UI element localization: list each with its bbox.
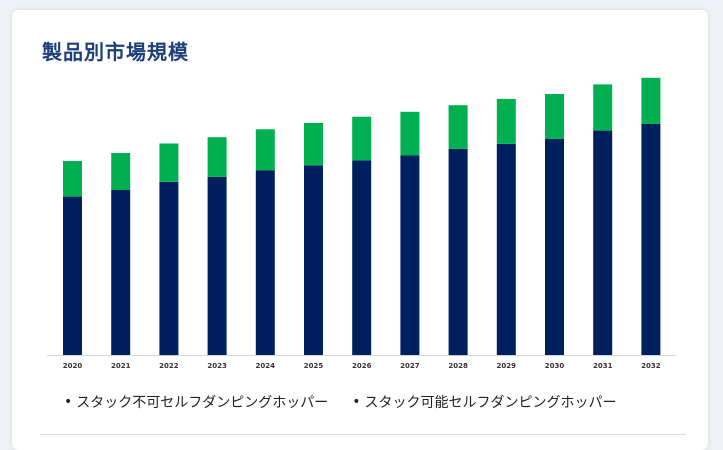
x-tick-label-2028: 2028	[448, 362, 468, 370]
x-tick-label-2030: 2030	[545, 362, 565, 370]
bar-non-stackable-2021	[111, 190, 131, 355]
x-tick-label-2027: 2027	[400, 362, 420, 370]
bar-non-stackable-2022	[159, 181, 179, 356]
x-tick-label-2026: 2026	[352, 362, 372, 370]
bar-non-stackable-2030	[545, 138, 564, 355]
legend-bullet: •	[64, 394, 73, 410]
bar-non-stackable-2029	[496, 143, 516, 355]
bar-stackable-2026	[352, 116, 372, 161]
bar-non-stackable-2020	[63, 196, 82, 355]
x-tick-label-2024: 2024	[256, 362, 276, 370]
bar-stackable-2028	[448, 105, 468, 149]
legend-label-stackable: スタック可能セルフダンピングホッパー	[364, 395, 617, 411]
bar-stackable-2024	[255, 129, 275, 171]
legend-label-non-stackable: スタック不可セルフダンピングホッパー	[76, 395, 329, 411]
divider	[40, 434, 686, 435]
x-tick-label-2023: 2023	[207, 362, 227, 370]
legend-bullet: •	[352, 394, 361, 410]
bar-stackable-2025	[304, 123, 323, 166]
bar-stackable-2023	[207, 137, 227, 177]
x-tick-label-2029: 2029	[497, 362, 517, 370]
bar-non-stackable-2031	[593, 130, 613, 355]
x-tick-label-2031: 2031	[593, 362, 613, 370]
bar-stackable-2032	[641, 77, 661, 124]
x-tick-label-2021: 2021	[111, 362, 131, 370]
chart-legend: • スタック不可セルフダンピングホッパー • スタック可能セルフダンピングホッパ…	[64, 392, 617, 412]
bar-non-stackable-2025	[304, 165, 323, 355]
bar-stackable-2022	[159, 143, 179, 182]
x-tick-label-2032: 2032	[641, 362, 661, 370]
bar-stackable-2029	[496, 98, 516, 144]
x-tick-label-2025: 2025	[304, 362, 324, 370]
bar-stackable-2031	[593, 84, 613, 131]
bar-stackable-2020	[63, 161, 82, 197]
x-tick-label-2022: 2022	[159, 362, 179, 370]
bar-non-stackable-2032	[641, 124, 661, 355]
x-tick-label-2020: 2020	[63, 362, 83, 370]
chart-title: 製品別市場規模	[42, 40, 189, 64]
bar-non-stackable-2026	[352, 160, 372, 355]
bar-non-stackable-2027	[400, 155, 420, 355]
legend-item-non-stackable: • スタック不可セルフダンピングホッパー	[64, 392, 328, 412]
bar-stackable-2021	[111, 153, 131, 190]
chart-card: 製品別市場規模 2020 2021 2022 2023 2024 2025 2026 2027…	[12, 10, 708, 450]
bar-non-stackable-2028	[448, 148, 468, 356]
stacked-bar-chart: 2020 2021 2022 2023 2024 2025 2026 2027 2028 2029…	[47, 77, 676, 370]
bar-stackable-2027	[400, 111, 420, 156]
bar-non-stackable-2023	[207, 176, 227, 355]
bar-non-stackable-2024	[255, 170, 275, 355]
bar-stackable-2030	[545, 94, 564, 139]
legend-item-stackable: • スタック可能セルフダンピングホッパー	[352, 392, 616, 412]
